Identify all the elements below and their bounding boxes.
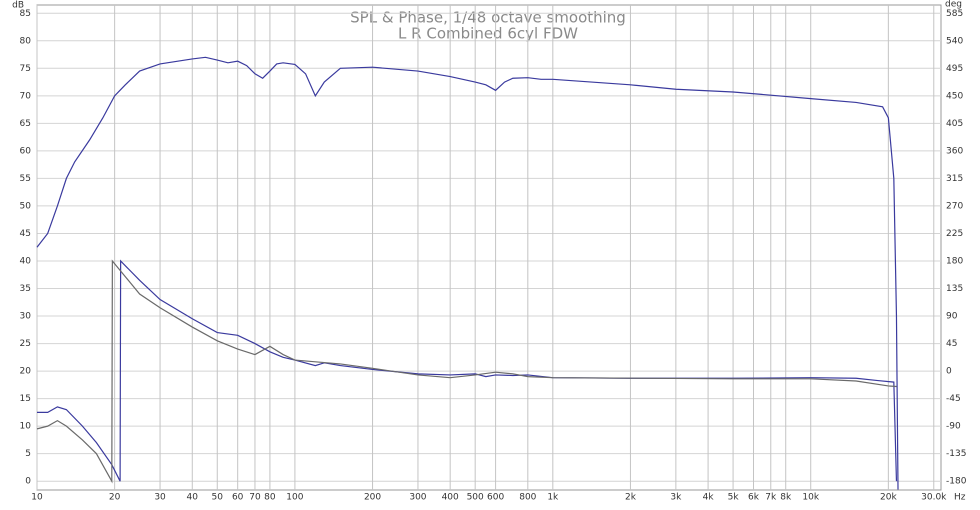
y-tick-label: 80 [20,36,32,46]
x-tick-label: 600 [487,493,504,503]
series-line [36,56,899,490]
y2-tick-label: 0 [946,367,952,377]
y-tick-label: 50 [20,201,32,211]
x-tick-label: 300 [409,493,426,503]
y2-tick-label: 405 [946,119,963,129]
x-tick-label: 20 [109,493,121,503]
y-tick-label: 35 [20,284,31,294]
y2-tick-label: 90 [946,312,958,322]
x-tick-label: 7k [765,493,777,503]
x-tick-label: 70 [249,493,261,503]
y2-tick-label: 45 [946,339,957,349]
y-tick-label: 25 [20,339,31,349]
y-tick-label: 45 [20,229,31,239]
y-tick-label: 15 [20,394,31,404]
x-tick-label: 200 [364,493,381,503]
x-tick-label: 4k [703,493,715,503]
y2-tick-label: 495 [946,64,963,74]
y2-tick-label: -45 [946,394,961,404]
x-tick-label: 800 [519,493,536,503]
x-tick-label: 30 [154,493,166,503]
plot-frame [36,4,942,491]
x-tick-label: 400 [442,493,459,503]
x-tick-label: 500 [467,493,484,503]
y2-tick-label: 450 [946,91,963,101]
x-tick-label: 50 [212,493,224,503]
x-tick-label: 5k [728,493,740,503]
y-tick-label: 85 [20,9,31,19]
y-tick-label: 0 [25,477,31,487]
y-tick-label: 40 [20,256,32,266]
x-tick-label: 8k [780,493,792,503]
x-tick-label: 60 [232,493,244,503]
y-tick-label: 60 [20,146,32,156]
y2-tick-label: 225 [946,229,963,239]
y2-tick-label: 540 [946,36,963,46]
y2-tick-label: 270 [946,201,963,211]
series-line [36,259,897,484]
x-tick-label: 40 [187,493,199,503]
x-tick-label: 30.0k [921,493,947,503]
y-tick-label: 30 [20,312,32,322]
x-tick-label: 10k [802,493,819,503]
x-tick-label: 20k [880,493,897,503]
y2-tick-label: 180 [946,256,963,266]
y-tick-label: 70 [20,91,32,101]
y2-tick-label: -135 [946,449,966,459]
y2-tick-label: -90 [946,422,961,432]
x-axis-label: Hz [954,493,966,503]
y2-tick-label: 135 [946,284,963,294]
y-tick-label: 20 [20,367,32,377]
x-tick-label: 1k [547,493,559,503]
x-tick-label: 2k [625,493,637,503]
x-tick-label: 80 [264,493,276,503]
y-tick-label: 10 [20,422,32,432]
x-tick-label: 100 [286,493,303,503]
chart-subtitle: L R Combined 6cyl FDW [398,25,578,43]
y2-axis-label: deg [945,0,962,10]
y2-tick-label: -180 [946,477,967,487]
x-tick-label: 10 [31,493,43,503]
x-tick-label: 3k [670,493,682,503]
y-tick-label: 5 [25,449,31,459]
y2-tick-label: 585 [946,9,963,19]
y2-tick-label: 315 [946,174,963,184]
y-tick-label: 65 [20,119,31,129]
x-tick-label: 6k [748,493,760,503]
y-tick-label: 55 [20,174,31,184]
y2-tick-label: 360 [946,146,963,156]
y-tick-label: 75 [20,64,31,74]
y-axis-label: dB [12,1,24,11]
